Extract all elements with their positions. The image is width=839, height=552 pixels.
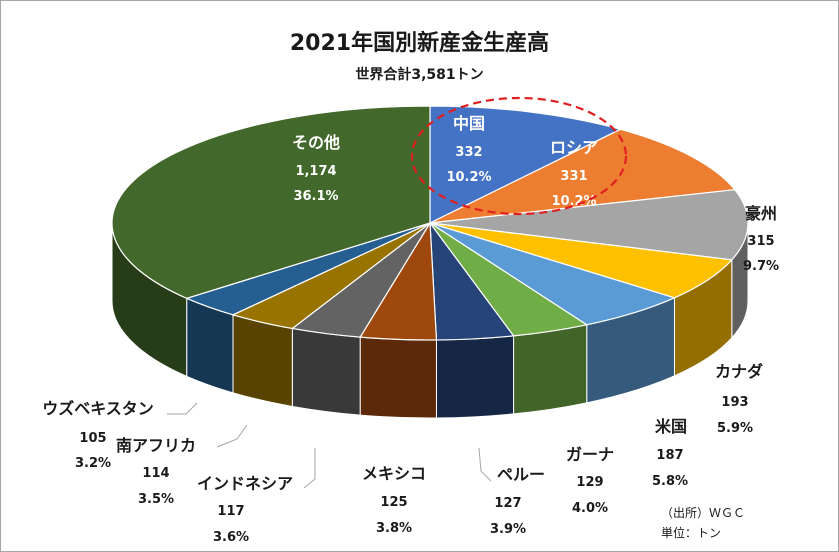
unit-line: 単位：トン xyxy=(661,526,722,540)
slice-percent-usa: 5.8% xyxy=(652,474,688,489)
slice-value-usa: 187 xyxy=(656,448,683,463)
slice-label-south-africa: 南アフリカ xyxy=(116,436,196,455)
source-line: （出所）ＷＧＣ xyxy=(661,506,746,520)
slice-side-mexico xyxy=(359,336,437,419)
slice-label-ghana: ガーナ xyxy=(566,445,614,464)
source-note: （出所）ＷＧＣ 単位：トン xyxy=(661,503,745,543)
slice-side-south-africa xyxy=(232,314,293,408)
slice-label-russia: ロシア xyxy=(550,138,598,157)
slice-percent-china: 10.2% xyxy=(446,170,491,185)
slice-label-peru: ペルー xyxy=(497,465,545,484)
slice-label-others: その他 xyxy=(292,133,340,152)
pie-top-faces xyxy=(111,105,749,341)
slice-percent-peru: 3.9% xyxy=(490,522,526,537)
slice-side-indonesia xyxy=(291,327,361,416)
slice-percent-others: 36.1% xyxy=(293,189,338,204)
slice-percent-australia: 9.7% xyxy=(743,259,779,274)
slice-label-canada: カナダ xyxy=(715,362,763,381)
slice-percent-south-africa: 3.5% xyxy=(138,492,174,507)
slice-others xyxy=(111,105,431,299)
leader-line-indonesia xyxy=(303,448,316,489)
slice-label-australia: 豪州 xyxy=(745,204,777,223)
leader-line-south-africa xyxy=(216,424,248,448)
slice-percent-mexico: 3.8% xyxy=(376,521,412,536)
slice-value-south-africa: 114 xyxy=(142,466,169,481)
slice-value-ghana: 129 xyxy=(576,475,603,490)
slice-value-canada: 193 xyxy=(721,395,748,410)
pie-sides xyxy=(111,222,749,419)
slice-value-indonesia: 117 xyxy=(217,504,244,519)
slice-label-china: 中国 xyxy=(453,114,485,133)
slice-label-indonesia: インドネシア xyxy=(197,474,293,493)
slice-value-others: 1,174 xyxy=(295,164,336,179)
slice-value-mexico: 125 xyxy=(380,495,407,510)
slice-russia xyxy=(429,128,737,224)
slice-percent-russia: 10.2% xyxy=(551,194,596,209)
slice-value-australia: 315 xyxy=(747,234,774,249)
slice-australia xyxy=(429,189,749,261)
slice-china xyxy=(429,105,623,224)
slice-side-ghana xyxy=(513,324,588,415)
slice-label-mexico: メキシコ xyxy=(362,464,426,483)
slice-label-uzbekistan: ウズベキスタン xyxy=(42,399,154,418)
slice-value-uzbekistan: 105 xyxy=(79,431,106,446)
leader-lines xyxy=(167,402,492,489)
slice-value-russia: 331 xyxy=(560,169,587,184)
slice-label-usa: 米国 xyxy=(655,417,687,436)
slice-percent-uzbekistan: 3.2% xyxy=(75,456,111,471)
highlight-ellipse xyxy=(410,96,628,216)
slice-value-china: 332 xyxy=(455,145,482,160)
slice-percent-ghana: 4.0% xyxy=(572,501,608,516)
slice-labels: 中国 332 10.2% ロシア 331 10.2% 豪州 315 9.7% カナダ 193 5.9%… xyxy=(42,114,779,545)
chart-subtitle: 世界合計3,581トン xyxy=(355,67,484,83)
chart-title: 2021年国別新産金生産高 xyxy=(289,31,550,56)
slice-value-peru: 127 xyxy=(494,496,521,511)
leader-line-uzbekistan xyxy=(167,402,198,415)
slice-percent-indonesia: 3.6% xyxy=(213,530,249,545)
slice-percent-canada: 5.9% xyxy=(717,421,753,436)
leader-line-peru xyxy=(478,447,492,482)
slice-side-peru xyxy=(435,335,515,419)
